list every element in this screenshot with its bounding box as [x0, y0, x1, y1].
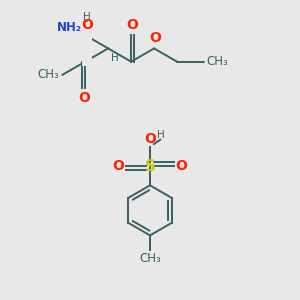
Text: O: O	[127, 18, 139, 32]
Text: H: H	[157, 130, 165, 140]
Text: CH₃: CH₃	[206, 55, 228, 68]
Text: O: O	[78, 91, 90, 105]
Text: O: O	[150, 32, 161, 46]
Text: H: H	[110, 53, 118, 63]
Text: H: H	[83, 12, 91, 22]
Text: CH₃: CH₃	[38, 68, 59, 81]
Text: O: O	[112, 159, 124, 173]
Text: CH₃: CH₃	[139, 252, 161, 265]
Text: O: O	[81, 18, 93, 32]
Text: NH₂: NH₂	[57, 21, 82, 34]
Text: O: O	[144, 132, 156, 145]
Text: S: S	[145, 159, 155, 174]
Text: O: O	[176, 159, 188, 173]
